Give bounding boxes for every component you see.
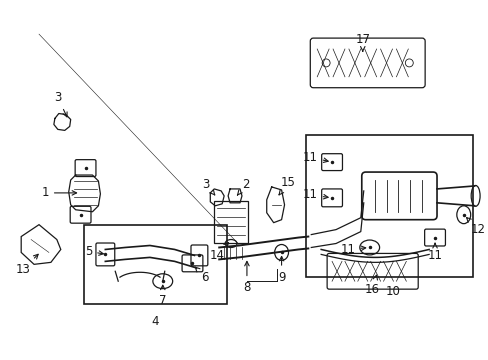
Text: 12: 12	[466, 217, 485, 236]
Text: 6: 6	[195, 267, 209, 284]
Bar	[83, 225, 226, 304]
Text: 14: 14	[209, 243, 228, 262]
Text: 1: 1	[41, 186, 77, 199]
Text: 13: 13	[16, 254, 38, 276]
Bar	[305, 135, 472, 277]
Text: 7: 7	[159, 285, 166, 307]
Text: 9: 9	[277, 256, 285, 284]
Text: 8: 8	[243, 261, 250, 294]
Text: 11: 11	[427, 243, 442, 262]
Text: 4: 4	[151, 315, 158, 328]
Text: 11: 11	[302, 151, 327, 164]
Text: 2: 2	[237, 179, 249, 195]
Text: 17: 17	[355, 33, 369, 51]
Text: 11: 11	[302, 188, 327, 201]
Text: 3: 3	[54, 91, 67, 117]
Text: 3: 3	[202, 179, 214, 195]
Text: 16: 16	[365, 275, 379, 296]
Text: 5: 5	[84, 245, 103, 258]
Text: 15: 15	[279, 176, 295, 195]
Text: 11: 11	[340, 243, 365, 256]
Text: 10: 10	[385, 285, 400, 298]
